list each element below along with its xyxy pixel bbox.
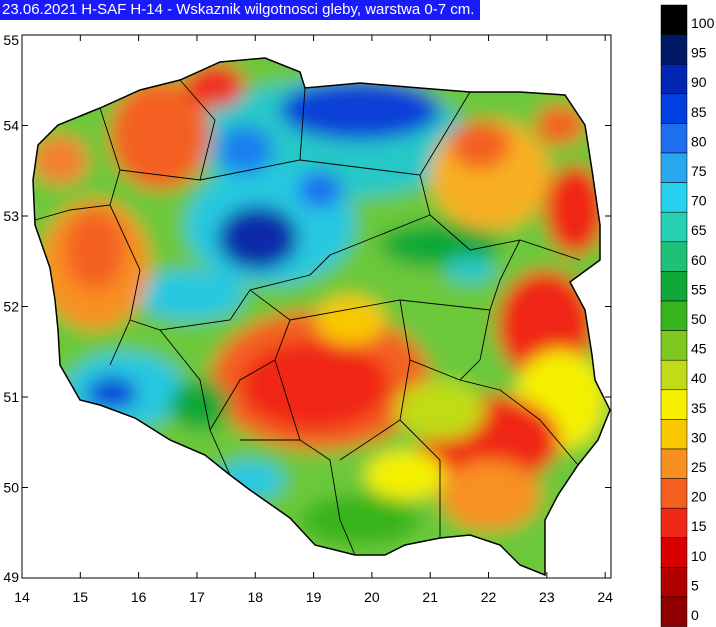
legend-label: 75 — [691, 163, 707, 179]
x-tick-label: 22 — [481, 589, 497, 605]
legend-label: 65 — [691, 222, 707, 238]
legend-swatch — [660, 537, 688, 568]
legend-label: 80 — [691, 133, 707, 149]
legend-swatch — [660, 63, 688, 95]
legend-label: 95 — [691, 45, 707, 61]
legend-label: 100 — [691, 15, 715, 31]
legend-label: 90 — [691, 74, 707, 90]
legend-swatch — [660, 182, 688, 213]
legend-swatch — [660, 34, 688, 65]
legend-swatch — [660, 271, 688, 302]
y-tick-label: 52 — [3, 299, 19, 315]
x-tick-label: 14 — [14, 589, 30, 605]
legend-label: 0 — [691, 607, 699, 623]
x-tick-label: 24 — [597, 589, 613, 605]
legend-swatch — [660, 567, 688, 598]
legend-swatch — [660, 419, 688, 450]
x-tick-label: 15 — [73, 589, 89, 605]
legend-label: 40 — [691, 370, 707, 386]
x-tick-label: 21 — [422, 589, 438, 605]
y-tick-label: 50 — [3, 480, 19, 496]
legend-label: 50 — [691, 311, 707, 327]
legend-swatch — [660, 211, 688, 243]
legend-swatch — [660, 389, 688, 420]
y-axis: 55 54 53 52 51 50 49 — [3, 32, 611, 585]
legend-label: 30 — [691, 429, 707, 445]
legend-swatch — [660, 448, 688, 479]
legend-swatch — [660, 507, 688, 539]
x-tick-label: 17 — [189, 589, 205, 605]
country-outline — [32, 57, 611, 577]
legend-label: 5 — [691, 577, 699, 593]
legend-label: 35 — [691, 400, 707, 416]
province-borders — [34, 79, 581, 556]
legend-label: 15 — [691, 518, 707, 534]
legend-label: 85 — [691, 104, 707, 120]
x-axis: 14 15 16 17 18 19 20 21 22 23 24 — [14, 35, 613, 605]
y-tick-label: 53 — [3, 208, 19, 224]
y-tick-label: 54 — [3, 118, 19, 134]
legend-label: 45 — [691, 341, 707, 357]
legend-label: 25 — [691, 459, 707, 475]
y-tick-label: 55 — [3, 32, 19, 48]
legend-swatch — [660, 300, 688, 331]
legend-swatch — [660, 478, 688, 509]
legend-swatch — [660, 596, 688, 627]
legend-swatch — [660, 4, 688, 35]
x-tick-label: 19 — [306, 589, 322, 605]
x-tick-label: 23 — [539, 589, 555, 605]
legend-swatch — [660, 241, 688, 272]
y-tick-label: 49 — [3, 569, 19, 585]
legend-swatch — [660, 123, 688, 154]
x-tick-label: 20 — [364, 589, 380, 605]
legend-swatch — [660, 152, 688, 183]
legend-label: 10 — [691, 548, 707, 564]
legend-label: 20 — [691, 489, 707, 505]
legend-label: 60 — [691, 252, 707, 268]
legend-swatch — [660, 93, 688, 124]
map-title: 23.06.2021 H-SAF H-14 - Wskaznik wilgotn… — [0, 0, 481, 20]
legend: 1009590858075706560555045403530252015105… — [660, 4, 715, 627]
x-tick-label: 16 — [131, 589, 147, 605]
legend-label: 70 — [691, 193, 707, 209]
y-tick-label: 51 — [3, 389, 19, 405]
legend-swatch — [660, 330, 688, 361]
legend-swatch — [660, 359, 688, 391]
x-tick-label: 18 — [247, 589, 263, 605]
legend-label: 55 — [691, 281, 707, 297]
